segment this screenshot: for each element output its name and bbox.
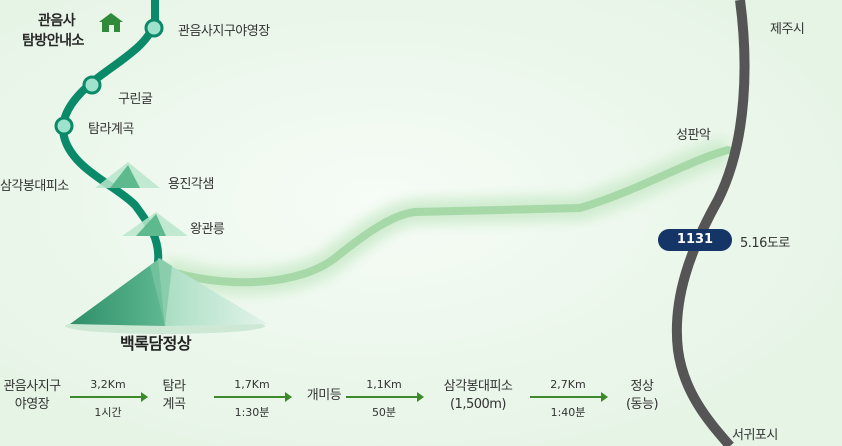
- route-segment: 1,1Km 50분: [342, 378, 426, 419]
- route-segment: 3,2Km 1시간: [66, 378, 150, 419]
- label-tamra-valley: 탐라계곡: [88, 122, 134, 137]
- route-step: 정상 (동능): [625, 379, 659, 412]
- segment-distance: 1,7Km: [234, 378, 270, 391]
- segment-distance: 2,7Km: [550, 378, 586, 391]
- segment-distance: 3,2Km: [90, 378, 126, 391]
- label-seongpanak: 성판악: [676, 128, 711, 143]
- segment-time: 1시간: [94, 406, 122, 419]
- summit-mountain: [65, 258, 268, 334]
- route-segment: 2,7Km 1:40분: [526, 378, 610, 419]
- segment-time: 1:40분: [550, 406, 586, 419]
- label-yongjin-spring: 용진각샘: [168, 177, 214, 192]
- label-samgak-shelter: 삼각봉대피소: [0, 179, 69, 194]
- seongpanak-trail: [161, 146, 732, 287]
- segment-time: 50분: [371, 406, 397, 419]
- label-jeju-city: 제주시: [770, 22, 805, 37]
- route-step: 탐라 계곡: [162, 379, 186, 412]
- arrow-right-icon: [530, 392, 608, 402]
- waypoint-icon: [82, 75, 102, 95]
- segment-time: 1:30분: [234, 406, 270, 419]
- label-gwaneumsa-info-1: 관음사: [38, 13, 76, 29]
- gwaneumsa-trail: [59, 0, 163, 266]
- house-icon: [99, 13, 123, 32]
- label-road-516: 5.16도로: [740, 236, 790, 251]
- route-step: 개미등: [306, 388, 342, 403]
- waypoint-icon: [54, 116, 74, 136]
- label-wanggwan-peak: 왕관릉: [190, 222, 225, 237]
- route-step: 삼각봉대피소 (1,500m): [443, 379, 513, 412]
- route-step: 관음사지구 야영장: [3, 379, 61, 412]
- mountain-icon: [95, 162, 160, 188]
- road-516: [671, 0, 750, 446]
- arrow-right-icon: [70, 392, 148, 402]
- label-campsite: 관음사지구야영장: [178, 24, 270, 39]
- label-gurin-cave: 구린굴: [118, 92, 153, 107]
- label-gwaneumsa-info-2: 탐방안내소: [22, 33, 84, 49]
- label-seogwipo-city: 서귀포시: [732, 428, 778, 443]
- route-segment: 1,7Km 1:30분: [210, 378, 294, 419]
- label-baengnokdam-summit: 백록담정상: [120, 334, 192, 353]
- mountain-icon: [122, 212, 188, 236]
- road-number-badge: 1131: [658, 229, 732, 251]
- arrow-right-icon: [346, 392, 424, 402]
- arrow-right-icon: [214, 392, 292, 402]
- segment-distance: 1,1Km: [366, 378, 402, 391]
- waypoint-icon: [144, 18, 164, 38]
